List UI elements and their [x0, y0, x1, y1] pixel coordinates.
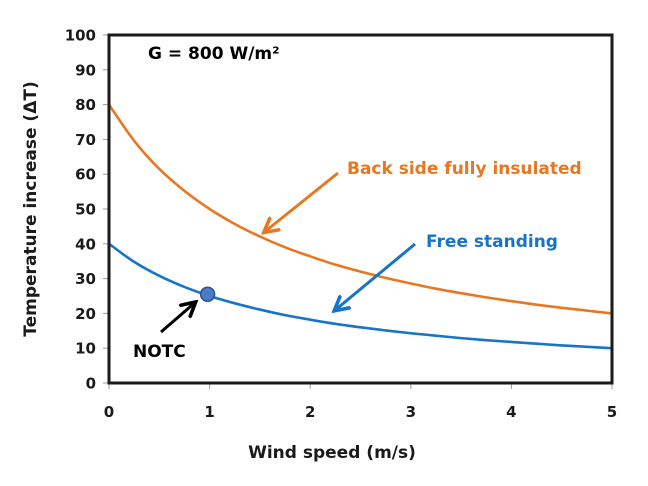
y-tick-label: 100	[65, 27, 96, 45]
y-tick-label: 10	[75, 340, 96, 358]
x-tick-label: 5	[607, 403, 617, 421]
x-tick-label: 4	[506, 403, 516, 421]
notc-label: NOTC	[133, 342, 186, 362]
y-tick-label: 60	[75, 166, 96, 184]
x-axis-tick-labels: 0 1 2 3 4 5	[104, 403, 617, 421]
y-tick-label: 30	[75, 270, 96, 288]
y-tick-label: 90	[75, 61, 96, 79]
free-standing-arrow	[335, 242, 416, 310]
y-tick-label: 20	[75, 305, 96, 323]
series-line-back-side-fully-insulated	[107, 103, 614, 315]
x-tick-label: 2	[305, 403, 315, 421]
free-standing-series-label: Free standing	[426, 232, 558, 252]
x-tick-label: 1	[204, 403, 214, 421]
notc-arrow	[160, 303, 195, 334]
x-tick-label: 3	[406, 403, 416, 421]
y-tick-label: 40	[75, 235, 96, 253]
notc-marker	[199, 286, 216, 303]
x-axis-title: Wind speed (m/s)	[248, 443, 416, 463]
annotations: G = 800 W/m² Back side fully insulated F…	[133, 44, 582, 362]
y-tick-label: 0	[86, 375, 96, 393]
y-tick-label: 70	[75, 131, 96, 149]
plot-frame	[107, 33, 614, 385]
irradiance-annotation: G = 800 W/m²	[148, 44, 280, 64]
y-axis-tick-labels: 0 10 20 30 40 50 60 70 80 90 100	[65, 27, 96, 393]
y-tick-label: 80	[75, 96, 96, 114]
insulated-arrow	[265, 171, 339, 232]
series-layer	[107, 103, 614, 350]
insulated-series-label: Back side fully insulated	[347, 159, 582, 179]
y-axis-title: Temperature increase (ΔT)	[21, 81, 41, 336]
y-tick-label: 50	[75, 201, 96, 219]
series-line-free-standing	[107, 242, 614, 350]
x-tick-label: 0	[104, 403, 114, 421]
